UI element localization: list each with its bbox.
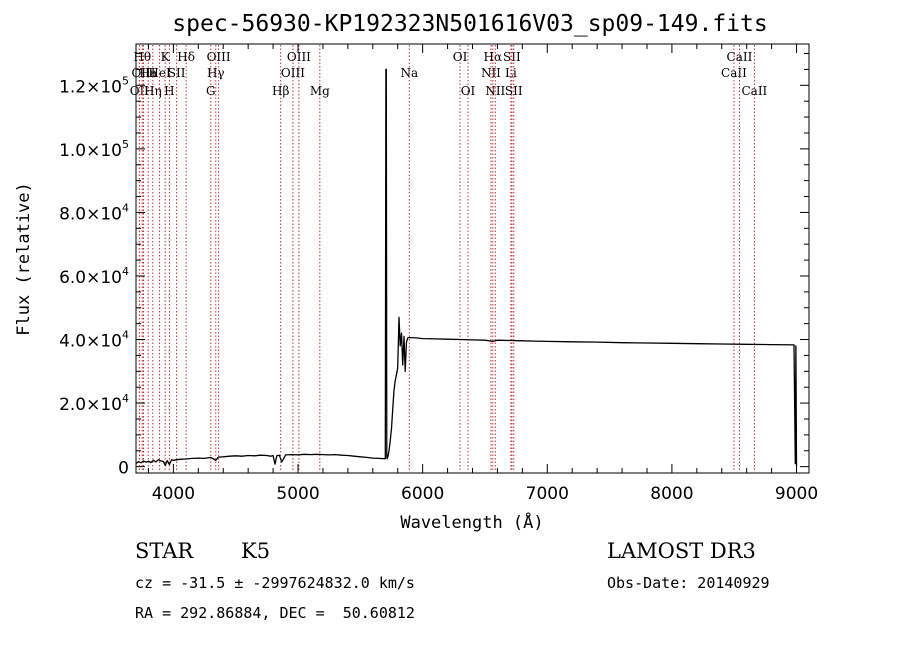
x-axis-label: Wavelength (Å) [400,511,543,533]
y-tick-label: 6.0×104 [59,265,129,288]
line-marker-label: OIII [287,50,311,64]
x-tick-label: 7000 [526,484,569,504]
y-tick-label: 0 [118,459,129,479]
line-marker-label: K [161,50,171,64]
line-marker-label: Na [400,66,418,80]
coordinates: RA = 292.86884, DEC = 50.60812 [135,604,415,622]
line-marker-label: G [206,84,216,98]
x-tick-label: 9000 [775,484,818,504]
obs-date: Obs-Date: 20140929 [607,574,770,592]
line-marker-label: Hγ [207,66,225,80]
spectrum-line [135,68,798,467]
object-class: STAR [135,539,194,563]
chart-title: spec-56930-KP192323N501616V03_sp09-149.f… [172,11,767,37]
emission-line-markers: OIIHθOIIIHaHηHeIKHSIIHδGHγOIIIHβOIIIOIII… [130,45,768,472]
line-marker-label: Hδ [177,50,195,64]
redshift-line: cz = -31.5 ± -2997624832.0 km/s [135,574,415,592]
plot-frame [135,43,810,474]
x-tick-label: 6000 [401,484,444,504]
y-axis-ticks: 0 2.0×104 4.0×104 6.0×104 8.0×104 1.0×105 1.2×… [59,53,809,479]
survey-name: LAMOST DR3 [607,539,756,563]
x-axis-ticks: 4000 5000 6000 7000 8000 9000 [147,44,818,504]
y-axis-label: Flux (relative) [14,182,34,336]
subclass: K5 [241,539,271,563]
line-marker-label: Hα [484,50,503,64]
y-tick-label: 1.0×105 [59,138,129,161]
y-tick-label: 8.0×104 [59,201,129,224]
line-marker-label: NII [485,84,505,98]
y-tick-label: 2.0×104 [59,392,129,415]
line-marker-label: OII [130,84,150,98]
line-marker-label: CaII [727,50,753,64]
line-marker-label: H [164,84,174,98]
line-marker-label: SII [503,50,521,64]
line-marker-label: Hη [144,84,162,98]
line-marker-label: OIII [207,50,231,64]
line-marker-label: Mg [310,84,330,98]
line-marker-label: SII [505,84,523,98]
line-marker-label: OI [461,84,476,98]
spectrum-series [135,68,798,467]
line-marker-label: OI [453,50,468,64]
x-tick-label: 8000 [650,484,693,504]
line-marker-label: OIII [281,66,305,80]
x-tick-label: 4000 [152,484,195,504]
line-marker-label: Li [505,66,517,80]
line-marker-label: SII [168,66,186,80]
line-marker-label: Hβ [272,84,289,98]
line-marker-label: NII [481,66,501,80]
x-tick-label: 5000 [276,484,319,504]
y-tick-label: 4.0×104 [59,329,129,352]
line-marker-label: CaII [741,84,767,98]
line-marker-label: CaII [721,66,747,80]
y-tick-label: 1.2×105 [59,74,129,97]
